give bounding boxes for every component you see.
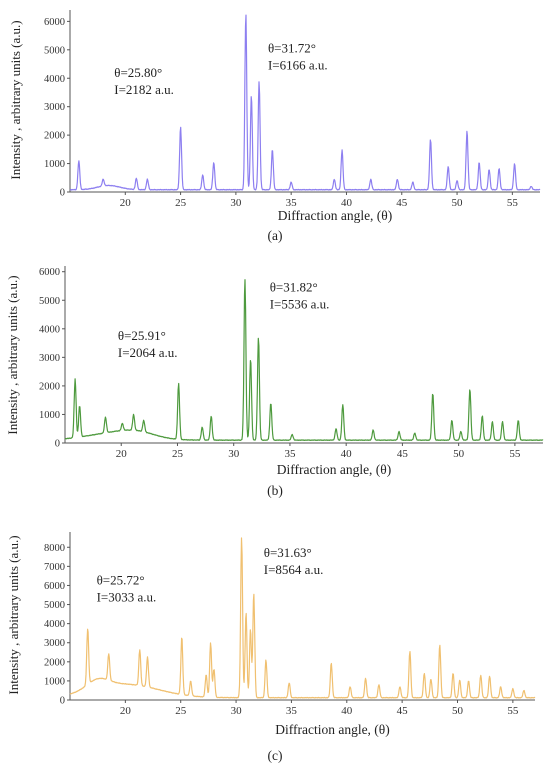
peak-annotation-angle: θ=25.91° [118, 328, 166, 343]
x-axis-title: Diffraction angle, (θ) [278, 208, 393, 223]
y-tick-label: 8000 [44, 543, 65, 554]
x-tick-label: 25 [175, 705, 187, 717]
peak-annotation-intensity: I=2182 a.u. [114, 82, 174, 97]
x-tick-label: 40 [341, 197, 353, 209]
x-tick-label: 20 [120, 705, 132, 717]
x-tick-label: 25 [175, 197, 187, 209]
x-tick-label: 35 [284, 448, 296, 460]
peak-annotation-intensity: I=2064 a.u. [118, 345, 178, 360]
x-tick-label: 20 [120, 197, 132, 209]
y-tick-label: 6000 [39, 267, 60, 278]
x-tick-label: 20 [116, 448, 128, 460]
y-tick-label: 4000 [44, 74, 65, 85]
panel-label: (c) [268, 748, 283, 763]
x-tick-label: 45 [396, 197, 408, 209]
y-tick-label: 3000 [39, 353, 60, 364]
x-tick-label: 55 [507, 705, 519, 717]
y-tick-label: 4000 [44, 619, 65, 630]
y-tick-label: 2000 [44, 657, 65, 668]
x-axis-title: Diffraction angle, (θ) [277, 462, 392, 477]
x-tick-label: 40 [341, 705, 353, 717]
diffraction-pattern-line [69, 14, 541, 191]
y-tick-label: 1000 [39, 410, 60, 421]
x-tick-label: 45 [397, 705, 409, 717]
chart-panel-3: 0 1000 2000 3000 4000 5000 6000 7000 8000 20 25 30 3… [6, 532, 536, 763]
x-tick-label: 35 [286, 197, 298, 209]
x-tick-label: 30 [228, 448, 240, 460]
x-tick-label: 25 [172, 448, 184, 460]
y-axis-title: Intensity , arbitrary units (a.u.) [5, 275, 20, 434]
y-tick-label: 7000 [44, 562, 65, 573]
peak-annotation-angle: θ=25.80° [114, 65, 162, 80]
y-tick-label: 1000 [44, 676, 65, 687]
y-tick-label: 3000 [44, 102, 65, 113]
x-tick-label: 40 [341, 448, 353, 460]
x-axis-title: Diffraction angle, (θ) [275, 722, 390, 737]
y-tick-label: 6000 [44, 17, 65, 28]
peak-annotation-angle: θ=31.63° [264, 545, 312, 560]
x-tick-label: 50 [453, 448, 465, 460]
x-tick-label: 50 [452, 197, 464, 209]
x-tick-label: 30 [230, 197, 242, 209]
diffraction-pattern-line [69, 537, 536, 699]
peak-annotation-intensity: I=8564 a.u. [264, 562, 324, 577]
x-tick-label: 50 [452, 705, 464, 717]
y-tick-label: 5000 [44, 600, 65, 611]
chart-panel-2: 0 1000 2000 3000 4000 5000 6000 20 25 30 35 40 45 50 5… [5, 266, 544, 498]
peak-annotation-intensity: I=5536 a.u. [270, 297, 330, 312]
x-tick-label: 30 [231, 705, 243, 717]
y-tick-label: 5000 [39, 296, 60, 307]
x-tick-label: 35 [286, 705, 298, 717]
y-tick-label: 3000 [44, 638, 65, 649]
y-tick-label: 1000 [44, 159, 65, 170]
y-tick-label: 2000 [44, 131, 65, 142]
chart-panel-1: 0 1000 2000 3000 4000 5000 6000 20 25 30 35 40 45 50 5… [8, 10, 541, 243]
y-tick-label: 0 [60, 696, 65, 707]
diffraction-pattern-line [64, 279, 544, 441]
y-axis-title: Intensity , arbitrary units (a.u.) [6, 535, 21, 694]
peak-annotation-intensity: I=6166 a.u. [268, 58, 328, 73]
x-tick-label: 45 [397, 448, 409, 460]
y-axis-title: Intensity , arbitrary units (a.u.) [8, 20, 23, 179]
peak-annotation-angle: θ=31.72° [268, 41, 316, 56]
panel-label: (a) [268, 228, 283, 243]
peak-annotation-angle: θ=31.82° [270, 280, 318, 295]
y-tick-label: 0 [55, 439, 60, 450]
peak-annotation-angle: θ=25.72° [97, 573, 145, 588]
y-tick-label: 5000 [44, 45, 65, 56]
panel-label: (b) [267, 483, 283, 498]
y-tick-label: 0 [60, 188, 65, 199]
y-tick-label: 2000 [39, 381, 60, 392]
x-tick-label: 55 [507, 197, 519, 209]
peak-annotation-intensity: I=3033 a.u. [97, 590, 157, 605]
y-tick-label: 6000 [44, 581, 65, 592]
x-tick-label: 55 [509, 448, 521, 460]
y-tick-label: 4000 [39, 324, 60, 335]
